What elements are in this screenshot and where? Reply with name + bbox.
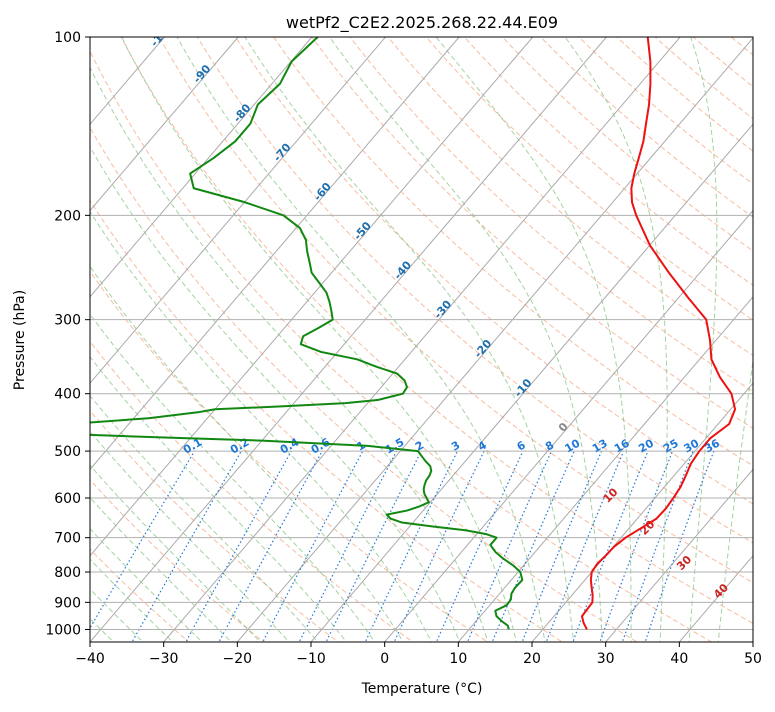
- y-tick-label: 1000: [45, 622, 81, 638]
- pressure-gridlines: [90, 37, 753, 630]
- x-tick-label: −10: [296, 651, 326, 667]
- x-tick-label: 40: [670, 651, 688, 667]
- mixing-ratio-line: [218, 450, 323, 642]
- mixing-ratio-line: [298, 450, 398, 642]
- mixing-ratio-line: [262, 450, 364, 642]
- y-tick-label: 600: [54, 491, 81, 507]
- dry-adiabat: [90, 340, 414, 642]
- x-tick-label: −30: [149, 651, 179, 667]
- mixing-ratio-line: [644, 450, 715, 642]
- moist-adiabat: [90, 528, 203, 642]
- moist-adiabat: [90, 313, 376, 642]
- x-axis: −40 −30 −20 −10 0 10 20 30 40 50: [75, 642, 762, 667]
- mixing-ratio-line: [521, 450, 603, 642]
- moist-adiabat: [90, 558, 174, 642]
- x-tick-label: 10: [449, 651, 467, 667]
- y-tick-label: 800: [54, 565, 81, 581]
- sounding-profiles: [90, 37, 737, 630]
- isotherm-line: [310, 123, 753, 642]
- moist-adiabat: [90, 464, 261, 642]
- moist-adiabat: [688, 37, 718, 642]
- dry-adiabat: [311, 37, 753, 429]
- moist-adiabat: [90, 265, 404, 642]
- isotherm-line: [90, 37, 313, 298]
- y-tick-label: 300: [54, 313, 81, 329]
- moist-adiabat: [90, 210, 432, 642]
- y-axis: 100 200 300 400 500 600 700 800 900 1000: [45, 30, 90, 638]
- y-tick-label: 500: [54, 444, 81, 460]
- x-axis-label: Temperature (°C): [361, 681, 483, 697]
- x-tick-label: 50: [744, 651, 762, 667]
- x-tick-label: −40: [75, 651, 105, 667]
- isotherm-line: [90, 37, 239, 212]
- temperature-line: [580, 37, 737, 630]
- dry-adiabat: [273, 37, 753, 467]
- moist-adiabat: [121, 37, 517, 642]
- isotherm-line: [90, 37, 386, 384]
- dry-adiabat: [90, 479, 265, 642]
- plot-frame: [89, 36, 754, 643]
- dry-adiabat: [90, 126, 639, 642]
- moist-adiabat: [435, 37, 632, 642]
- x-tick-label: 20: [523, 651, 541, 667]
- dewpoint-line: [90, 37, 524, 630]
- dry-adiabat: [196, 37, 753, 544]
- x-tick-label: 0: [380, 651, 389, 667]
- moist-adiabat: [90, 355, 347, 642]
- isotherm-line: [457, 296, 753, 642]
- isotherm-line: [90, 37, 607, 642]
- mixing-ratio-line: [393, 450, 485, 642]
- isotherm-line: [605, 468, 753, 642]
- isotherm-line: [163, 37, 681, 642]
- isotherm-line: [236, 37, 753, 642]
- dry-adiabat: [90, 548, 190, 642]
- mixing-ratio-line: [599, 450, 674, 642]
- mixing-ratio-line: [621, 450, 694, 642]
- mixing-ratio-line: [545, 450, 625, 642]
- background-lines: [90, 37, 753, 642]
- y-tick-label: 200: [54, 208, 81, 224]
- moist-adiabat: [90, 145, 461, 642]
- dry-adiabat: [90, 199, 564, 642]
- moist-adiabat: [90, 430, 290, 642]
- dry-adiabat: [425, 37, 753, 321]
- moist-adiabat: [90, 66, 489, 642]
- mixing-ratio-line: [572, 450, 649, 642]
- moist-adiabat: [90, 394, 319, 642]
- dry-adiabat: [158, 37, 753, 584]
- isotherm-line: [90, 37, 534, 557]
- mixing-ratio-line: [90, 450, 196, 630]
- isotherm-line: [531, 382, 753, 642]
- y-tick-label: 100: [54, 30, 81, 46]
- moist-adiabat: [329, 37, 603, 642]
- y-tick-label: 400: [54, 387, 81, 403]
- moist-adiabat: [717, 357, 753, 642]
- moist-adiabat: [90, 496, 232, 642]
- chart-title: wetPf2_C2E2.2025.268.22.44.E09: [286, 13, 558, 33]
- x-tick-label: 30: [597, 651, 615, 667]
- dry-adiabat: [90, 270, 489, 642]
- y-tick-label: 700: [54, 531, 81, 547]
- dry-adiabat: [387, 37, 753, 357]
- isotherm-line: [90, 37, 460, 471]
- dry-adiabat: [90, 409, 340, 642]
- y-tick-label: 900: [54, 595, 81, 611]
- isotherm-line: [384, 209, 753, 642]
- y-axis-label: Pressure (hPa): [12, 290, 28, 390]
- moist-adiabat: [564, 37, 668, 642]
- x-tick-label: −20: [223, 651, 253, 667]
- moist-adiabat: [90, 588, 144, 642]
- dry-adiabat: [90, 50, 713, 642]
- moist-adiabat: [244, 37, 575, 642]
